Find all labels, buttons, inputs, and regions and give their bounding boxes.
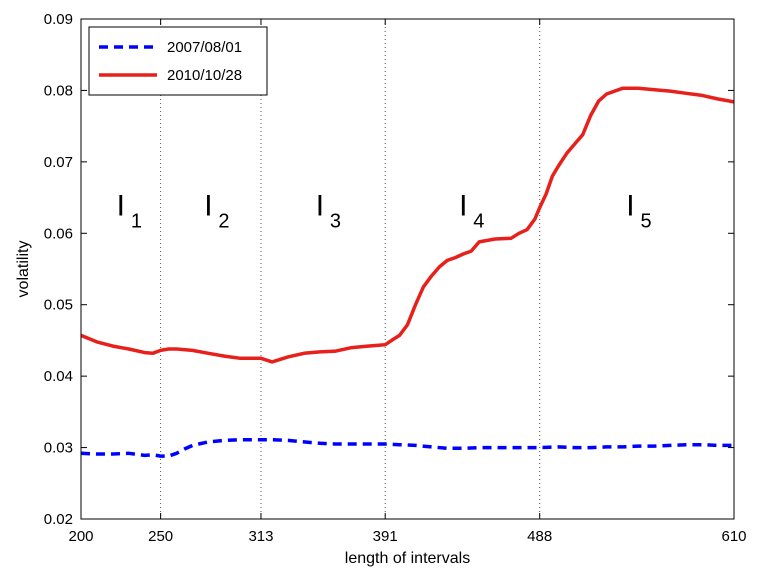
x-tick-label: 391	[373, 528, 398, 545]
series-lines	[80, 86, 735, 458]
y-axis-title: volatility	[15, 241, 32, 298]
series-line-2	[80, 86, 735, 364]
x-tick-label: 313	[248, 528, 273, 545]
y-tick-label: 0.07	[44, 154, 73, 171]
region-label-sub-2: 2	[218, 210, 229, 232]
region-label-sub-4: 4	[473, 210, 484, 232]
region-label-sub-3: 3	[330, 210, 341, 232]
region-label-4: I	[459, 189, 467, 222]
y-tick-label: 0.09	[44, 11, 73, 28]
region-label-sub-5: 5	[640, 210, 651, 232]
y-tick-label: 0.04	[44, 368, 73, 385]
legend-box	[88, 26, 268, 96]
x-tick-label: 610	[721, 528, 746, 545]
axis-ticks: 200 250 313 391 488 610 0.02 0.03 0.04 0.05 0.06 0.…	[44, 11, 747, 545]
series-line-1	[80, 437, 734, 458]
legend: 2007/08/01 2010/10/28	[88, 26, 268, 96]
plot-area-frame	[80, 18, 735, 520]
y-tick-label: 0.05	[44, 297, 73, 314]
x-tick-label: 200	[68, 528, 93, 545]
region-label-sub-1: 1	[131, 210, 142, 232]
legend-label-2: 2010/10/28	[167, 67, 242, 84]
y-tick-label: 0.03	[44, 440, 73, 457]
y-tick-label: 0.08	[44, 82, 73, 99]
region-label-3: I	[316, 189, 324, 222]
region-label-2: I	[204, 189, 212, 222]
y-tick-label: 0.06	[44, 225, 73, 242]
y-tick-label: 0.02	[44, 511, 73, 528]
legend-label-1: 2007/08/01	[167, 39, 242, 56]
x-tick-label: 250	[148, 528, 173, 545]
x-tick-label: 488	[527, 528, 552, 545]
region-label-5: I	[626, 189, 634, 222]
vertical-separator-lines	[160, 19, 541, 519]
x-axis-title: length of intervals	[345, 550, 470, 567]
region-label-1: I	[117, 189, 125, 222]
